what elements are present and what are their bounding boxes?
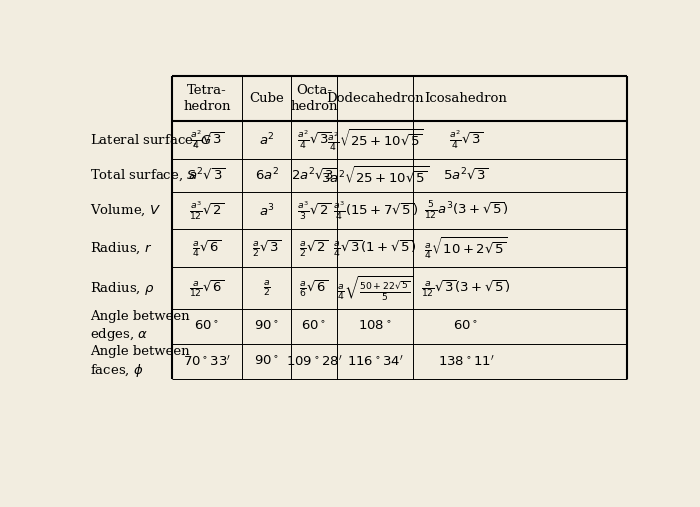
Text: $a^3$: $a^3$ xyxy=(258,202,274,219)
Text: Tetra-
hedron: Tetra- hedron xyxy=(183,84,230,114)
Text: $\frac{a^3}{4}(15+7\sqrt{5})$: $\frac{a^3}{4}(15+7\sqrt{5})$ xyxy=(332,199,417,222)
Text: Lateral surface, $G$: Lateral surface, $G$ xyxy=(90,132,213,148)
Text: $116^\circ 34'$: $116^\circ 34'$ xyxy=(346,354,403,369)
Text: $\frac{a}{2}\sqrt{2}$: $\frac{a}{2}\sqrt{2}$ xyxy=(299,238,329,259)
Text: $a^2\sqrt{3}$: $a^2\sqrt{3}$ xyxy=(188,168,225,183)
Text: $60^\circ$: $60^\circ$ xyxy=(302,320,327,333)
Text: $\frac{a}{12}\sqrt{6}$: $\frac{a}{12}\sqrt{6}$ xyxy=(189,278,225,299)
Text: Volume, $V$: Volume, $V$ xyxy=(90,203,161,219)
Text: $\frac{a}{2}$: $\frac{a}{2}$ xyxy=(262,278,270,298)
Text: $\frac{a^2}{4}\sqrt{3}$: $\frac{a^2}{4}\sqrt{3}$ xyxy=(449,129,483,152)
Text: $6a^2$: $6a^2$ xyxy=(255,167,279,184)
Text: $2a^2\sqrt{3}$: $2a^2\sqrt{3}$ xyxy=(291,168,337,183)
Text: $5a^2\sqrt{3}$: $5a^2\sqrt{3}$ xyxy=(443,168,489,183)
Text: $\frac{a}{6}\sqrt{6}$: $\frac{a}{6}\sqrt{6}$ xyxy=(299,278,329,299)
Text: $109^\circ 28'$: $109^\circ 28'$ xyxy=(286,354,342,369)
Text: $\frac{a}{2}\sqrt{3}$: $\frac{a}{2}\sqrt{3}$ xyxy=(252,238,281,259)
Text: $60^\circ$: $60^\circ$ xyxy=(454,320,479,333)
Text: $108^\circ$: $108^\circ$ xyxy=(358,320,392,333)
Text: $\frac{a}{4}\sqrt{\frac{50+22\sqrt{5}}{5}}$: $\frac{a}{4}\sqrt{\frac{50+22\sqrt{5}}{5… xyxy=(337,274,414,303)
Text: $\frac{a^2}{4}\sqrt{25+10\sqrt{5}}$: $\frac{a^2}{4}\sqrt{25+10\sqrt{5}}$ xyxy=(327,127,424,153)
Text: Octa-
hedron: Octa- hedron xyxy=(290,84,337,114)
Text: Angle between
faces, $\phi$: Angle between faces, $\phi$ xyxy=(90,345,190,379)
Text: $138^\circ 11'$: $138^\circ 11'$ xyxy=(438,354,494,369)
Text: $60^\circ$: $60^\circ$ xyxy=(195,320,219,333)
Text: Radius, $\rho$: Radius, $\rho$ xyxy=(90,280,155,297)
Text: $\frac{a}{4}\sqrt{10+2\sqrt{5}}$: $\frac{a}{4}\sqrt{10+2\sqrt{5}}$ xyxy=(424,236,508,261)
Text: $90^\circ$: $90^\circ$ xyxy=(254,320,279,333)
Text: Icosahedron: Icosahedron xyxy=(424,92,508,105)
Text: Angle between
edges, $\alpha$: Angle between edges, $\alpha$ xyxy=(90,310,190,344)
Text: $\frac{a^2}{4}\sqrt{3}$: $\frac{a^2}{4}\sqrt{3}$ xyxy=(190,129,224,152)
Text: $\frac{a^2}{4}\sqrt{3}$: $\frac{a^2}{4}\sqrt{3}$ xyxy=(297,129,331,152)
Text: Dodecahedron: Dodecahedron xyxy=(326,92,424,105)
Text: $3a^2\sqrt{25+10\sqrt{5}}$: $3a^2\sqrt{25+10\sqrt{5}}$ xyxy=(321,165,429,186)
Text: $\frac{a^3}{12}\sqrt{2}$: $\frac{a^3}{12}\sqrt{2}$ xyxy=(189,199,225,222)
Text: $\frac{5}{12}a^3(3+\sqrt{5})$: $\frac{5}{12}a^3(3+\sqrt{5})$ xyxy=(424,199,508,222)
Text: $90^\circ$: $90^\circ$ xyxy=(254,355,279,369)
Text: $70^\circ 33'$: $70^\circ 33'$ xyxy=(183,354,231,369)
Text: Cube: Cube xyxy=(249,92,284,105)
Text: $\frac{a}{4}\sqrt{6}$: $\frac{a}{4}\sqrt{6}$ xyxy=(192,238,222,259)
Text: $\frac{a^3}{3}\sqrt{2}$: $\frac{a^3}{3}\sqrt{2}$ xyxy=(297,199,331,222)
Text: Total surface, $S$: Total surface, $S$ xyxy=(90,168,197,183)
Text: $a^2$: $a^2$ xyxy=(259,132,274,149)
Text: $\frac{a}{4}\sqrt{3}(1+\sqrt{5})$: $\frac{a}{4}\sqrt{3}(1+\sqrt{5})$ xyxy=(333,238,417,259)
Text: $\frac{a}{12}\sqrt{3}(3+\sqrt{5})$: $\frac{a}{12}\sqrt{3}(3+\sqrt{5})$ xyxy=(421,278,511,299)
Text: Radius, $r$: Radius, $r$ xyxy=(90,241,153,256)
